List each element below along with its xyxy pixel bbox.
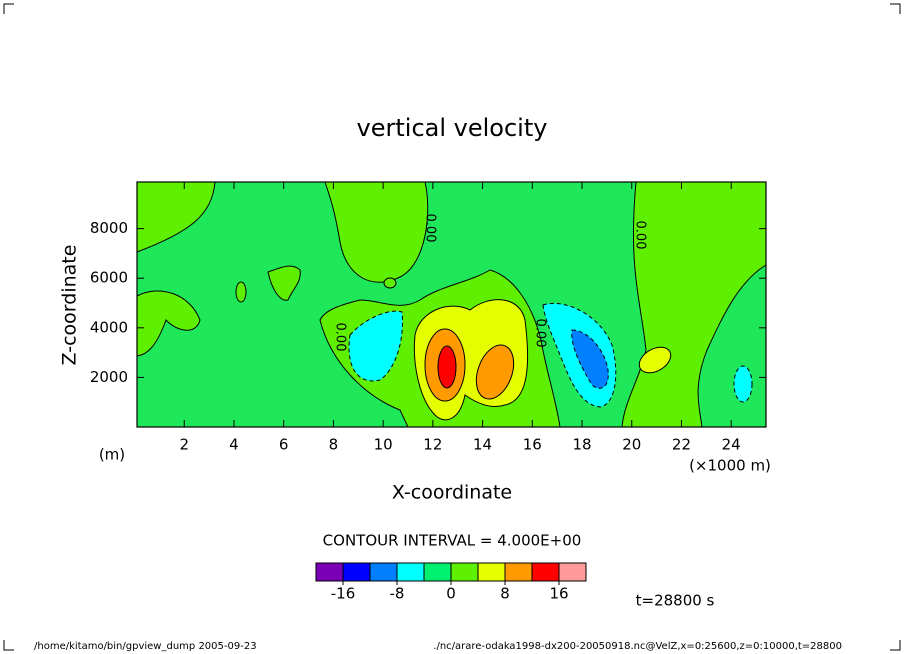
x-tick-label: 22 [672,436,691,454]
x-tick-label: 14 [473,436,492,454]
region [267,265,301,301]
colorbar-box [315,562,344,582]
page-corners [3,3,901,651]
plot-frame [136,181,767,428]
colorbar-tick-label: 0 [446,585,456,603]
x-tick-label: 18 [572,436,591,454]
y-unit: (m) [99,446,125,464]
chart-title: vertical velocity [357,114,548,142]
y-axis-label: Z-coordinate [59,245,81,366]
x-tick-label: 24 [722,436,741,454]
region [638,346,672,374]
contour-field: 0.00 0.00 0.00 0.00 [136,181,767,428]
x-tick-label: 10 [374,436,393,454]
colorbar-box [396,562,425,582]
region [437,345,457,389]
y-tick-label: 8000 [90,219,128,237]
region [733,365,753,403]
colorbar-box [531,562,560,582]
colorbar-box [423,562,452,582]
time-label: t=28800 s [636,592,715,610]
colorbar-box [558,562,587,582]
x-tick-label: 16 [523,436,542,454]
footer-right: ./nc/arare-odaka1998-dx200-20050918.nc@V… [433,641,842,652]
region [324,181,429,283]
y-tick-label: 6000 [90,269,128,287]
colorbar-box [504,562,533,582]
contour-interval: CONTOUR INTERVAL = 4.000E+00 [323,532,582,550]
x-tick-label: 8 [329,436,339,454]
region [136,181,216,253]
y-tick-label: 4000 [90,318,128,336]
colorbar-tick-label: 8 [500,585,510,603]
x-axis-label: X-coordinate [392,482,512,504]
region [136,290,201,357]
colorbar-tick-label: 16 [549,585,568,603]
colorbar-box [342,562,371,582]
footer-left: /home/kitamo/bin/gpview_dump 2005-09-23 [34,641,257,652]
x-tick-label: 2 [179,436,189,454]
contour-label: 0.00 [423,214,438,243]
region [383,277,397,289]
colorbar-box [450,562,479,582]
colorbar-tick-label: -16 [331,585,356,603]
colorbar-box [477,562,506,582]
x-tick-label: 20 [622,436,641,454]
region [475,344,515,400]
colorbar-box [369,562,398,582]
region [571,329,609,389]
x-tick-label: 12 [423,436,442,454]
region [235,281,247,303]
colorbar-tick-label: -8 [390,585,405,603]
contour-label: 0.00 [333,323,348,352]
contour-label: 0.00 [533,319,548,348]
x-unit: (×1000 m) [689,457,771,475]
contour-label: 0.00 [633,221,648,250]
region [348,310,404,382]
x-tick-label: 6 [279,436,289,454]
y-tick-label: 2000 [90,368,128,386]
x-tick-label: 4 [229,436,239,454]
